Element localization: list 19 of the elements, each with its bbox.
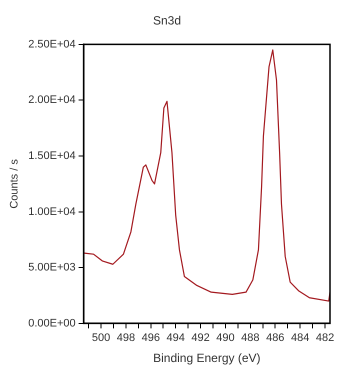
x-tick-label: 482 bbox=[316, 332, 334, 344]
x-tick-label: 484 bbox=[290, 332, 310, 344]
y-tick-label: 1.00E+04 bbox=[28, 206, 76, 218]
x-tick-label: 498 bbox=[116, 332, 136, 344]
x-tick-label: 486 bbox=[266, 332, 284, 344]
y-tick-label: 0.00E+00 bbox=[28, 317, 76, 330]
x-tick-label: 490 bbox=[216, 332, 235, 344]
y-tick-label: 2.50E+04 bbox=[28, 38, 76, 50]
y-axis-title: Counts / s bbox=[8, 158, 21, 209]
x-tick-label: 492 bbox=[191, 332, 210, 344]
x-tick-label: 500 bbox=[92, 332, 110, 344]
y-tick-label: 2.00E+04 bbox=[28, 94, 76, 106]
x-axis-title: Binding Energy (eV) bbox=[153, 351, 260, 366]
chart-title: Sn3d bbox=[152, 14, 182, 28]
x-tick-label: 488 bbox=[241, 332, 260, 344]
x-tick-label: 494 bbox=[166, 332, 185, 344]
y-tick-label: 5.00E+03 bbox=[28, 262, 76, 274]
x-tick-label: 496 bbox=[142, 332, 160, 344]
y-tick-label: 1.50E+04 bbox=[28, 150, 76, 162]
